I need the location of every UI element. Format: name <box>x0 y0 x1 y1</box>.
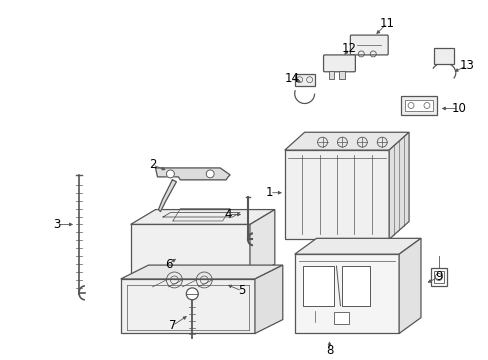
Circle shape <box>186 288 198 300</box>
Text: 9: 9 <box>434 270 442 283</box>
Bar <box>130 224 249 279</box>
Text: 11: 11 <box>379 17 394 30</box>
FancyBboxPatch shape <box>350 35 387 55</box>
Text: 12: 12 <box>341 42 356 55</box>
Bar <box>400 95 436 116</box>
Bar <box>339 71 345 79</box>
FancyBboxPatch shape <box>323 55 355 72</box>
Bar <box>430 268 446 286</box>
Polygon shape <box>249 210 274 279</box>
Bar <box>328 71 334 79</box>
Bar <box>404 99 432 112</box>
Text: 8: 8 <box>325 344 332 357</box>
Text: 14: 14 <box>284 72 299 85</box>
Text: 3: 3 <box>53 218 61 231</box>
Polygon shape <box>294 238 420 254</box>
Bar <box>342 266 369 306</box>
Text: 1: 1 <box>265 186 273 199</box>
Polygon shape <box>388 132 408 239</box>
Polygon shape <box>130 210 274 224</box>
Text: 6: 6 <box>164 258 172 271</box>
Circle shape <box>166 170 174 178</box>
Polygon shape <box>158 180 176 212</box>
Polygon shape <box>121 265 282 279</box>
Polygon shape <box>254 265 282 333</box>
Bar <box>121 279 254 333</box>
Bar <box>433 48 453 64</box>
Text: 7: 7 <box>168 319 176 332</box>
Bar <box>284 150 388 239</box>
Bar <box>334 312 349 324</box>
Polygon shape <box>284 132 408 150</box>
Text: 13: 13 <box>458 59 473 72</box>
Bar <box>433 271 443 283</box>
Text: 4: 4 <box>224 208 231 221</box>
Bar <box>302 266 334 306</box>
Circle shape <box>206 170 214 178</box>
Bar <box>294 74 314 86</box>
Bar <box>294 254 398 333</box>
Text: 5: 5 <box>238 284 245 297</box>
Polygon shape <box>398 238 420 333</box>
Text: 10: 10 <box>450 102 465 115</box>
Text: 2: 2 <box>148 158 156 171</box>
Polygon shape <box>155 168 230 180</box>
